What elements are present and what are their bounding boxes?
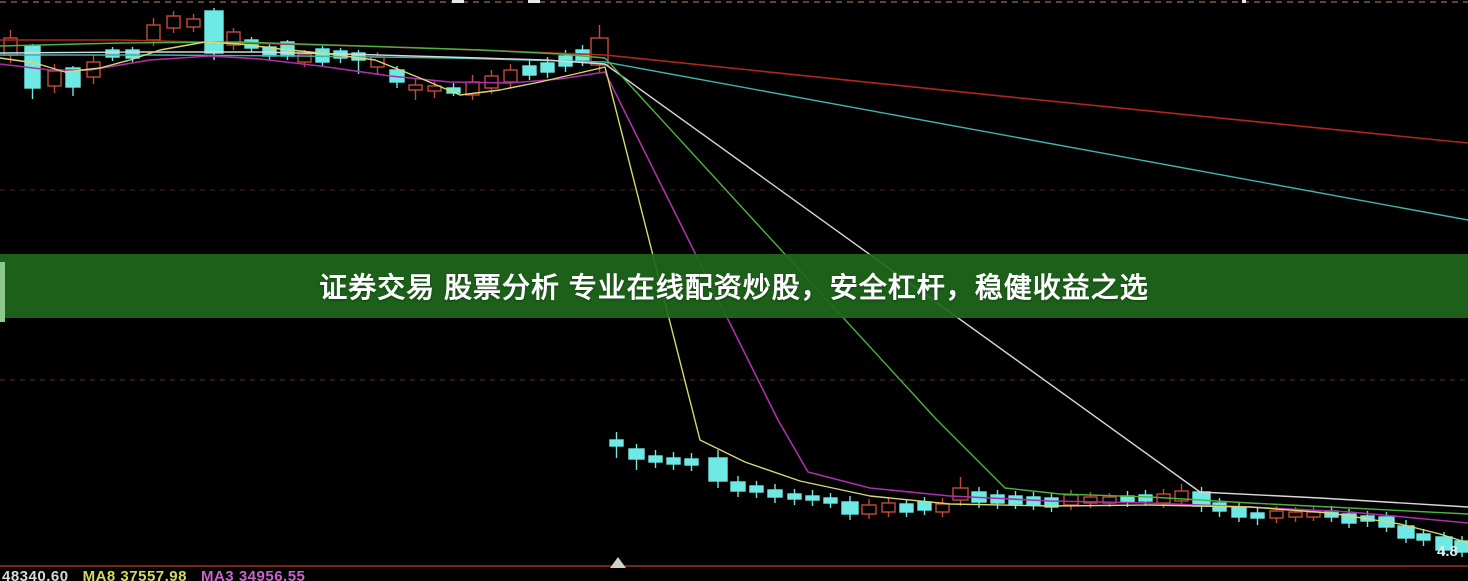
price-corner-label: 4.8	[1437, 543, 1458, 560]
ma-green	[0, 41, 1468, 515]
promo-banner-text: 证券交易 股票分析 专业在线配资炒股，安全杠杆，稳健收益之选	[319, 272, 1149, 303]
candles-group	[3, 8, 1468, 557]
banner-edge-strip	[0, 262, 5, 322]
ma-purple	[0, 55, 1468, 524]
ma-lines-group	[0, 39, 1468, 544]
ma-yellow	[0, 41, 1468, 544]
top-fragments	[452, 0, 1246, 3]
ma2-label: MA3 34956.55	[200, 568, 306, 581]
marker-triangle	[610, 557, 626, 568]
ma-cyan	[0, 54, 1468, 221]
price-label: 48340.60	[2, 568, 69, 581]
promo-banner: 证券交易 股票分析 专业在线配资炒股，安全杠杆，稳健收益之选	[0, 254, 1468, 318]
gridlines-group	[0, 1, 1468, 567]
ma-white	[0, 51, 1468, 508]
indicator-readout: 48340.60 MA8 37557.98 MA3 34956.55	[2, 568, 319, 581]
ma1-label: MA8 37557.98	[82, 568, 187, 581]
